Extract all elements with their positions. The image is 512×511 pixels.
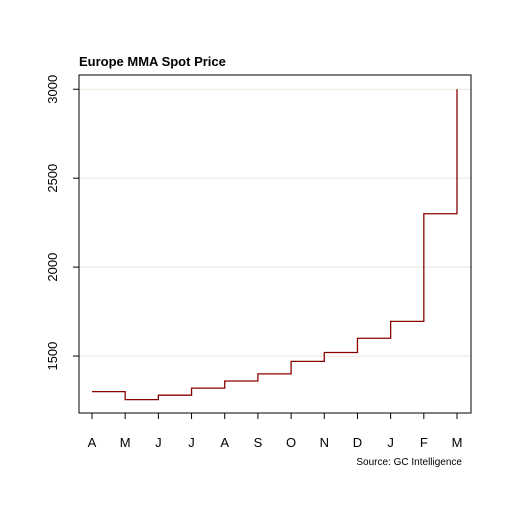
x-tick-label: F	[420, 435, 428, 450]
x-tick-label: D	[353, 435, 362, 450]
x-tick-label: N	[320, 435, 329, 450]
x-tick-label: M	[120, 435, 131, 450]
chart-title: Europe MMA Spot Price	[79, 54, 226, 69]
x-tick-label: O	[286, 435, 296, 450]
y-axis: 1500 2000 2500 3000	[45, 75, 79, 371]
y-tick-label: 2000	[45, 253, 60, 282]
x-tick-label: M	[452, 435, 463, 450]
grid-lines	[79, 88, 471, 357]
x-tick-label: A	[220, 435, 229, 450]
x-tick-label: J	[155, 435, 162, 450]
x-tick-label: J	[387, 435, 394, 450]
x-tick-label: J	[188, 435, 195, 450]
y-tick-label: 2500	[45, 164, 60, 193]
y-tick-label: 1500	[45, 342, 60, 371]
price-step-line	[92, 89, 458, 401]
y-tick-label: 3000	[45, 75, 60, 104]
source-note: Source: GC Intelligence	[356, 457, 462, 468]
x-tick-label: A	[88, 435, 97, 450]
series-layer	[92, 89, 458, 401]
plot-frame	[78, 74, 472, 414]
x-tick-label: S	[254, 435, 263, 450]
